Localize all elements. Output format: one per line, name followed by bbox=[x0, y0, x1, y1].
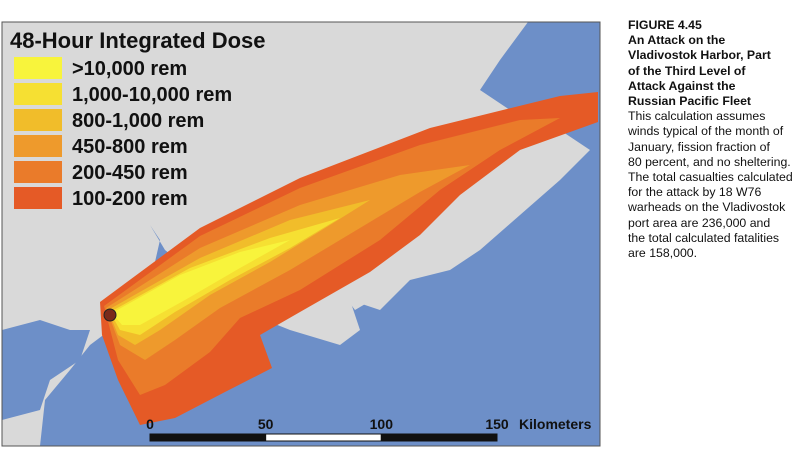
legend-swatch bbox=[14, 135, 62, 157]
caption-line: An Attack on the bbox=[628, 33, 726, 48]
legend-swatch bbox=[14, 161, 62, 183]
caption-line: warheads on the Vladivostok bbox=[628, 200, 786, 215]
legend-swatch bbox=[14, 83, 62, 105]
island bbox=[340, 280, 372, 310]
legend-label: 800-1,000 rem bbox=[72, 110, 204, 132]
dose-zone bbox=[104, 118, 560, 395]
legend-label: 1,000-10,000 rem bbox=[72, 84, 232, 106]
legend-label: 100-200 rem bbox=[72, 188, 188, 210]
legend-label: 200-450 rem bbox=[72, 162, 188, 184]
caption-line: winds typical of the month of bbox=[628, 124, 784, 139]
scale-label: 100 bbox=[370, 416, 394, 432]
caption-line: port area are 236,000 and bbox=[628, 215, 771, 230]
scale-segment bbox=[380, 433, 498, 442]
map-frame bbox=[1, 21, 601, 447]
caption-line: January, fission fraction of bbox=[628, 139, 770, 154]
target bbox=[103, 308, 117, 322]
scale-unit: Kilometers bbox=[519, 416, 592, 432]
caption-line: Vladivostok Harbor, Part bbox=[628, 48, 771, 63]
legend-swatch bbox=[14, 187, 62, 209]
plume bbox=[100, 92, 598, 425]
caption-line: 80 percent, and no sheltering. bbox=[628, 154, 791, 169]
caption-title: An Attack on the Vladivostok Harbor, Part… bbox=[628, 33, 806, 109]
caption-line: are 158,000. bbox=[628, 246, 698, 261]
scale-segment bbox=[265, 433, 382, 442]
scale-segment bbox=[149, 433, 267, 442]
caption-line: This calculation assumes bbox=[628, 109, 766, 124]
caption: FIGURE 4.45 An Attack on the Vladivostok … bbox=[628, 18, 806, 261]
legend-swatch bbox=[14, 109, 62, 131]
legend-label: 450-800 rem bbox=[72, 136, 188, 158]
map: 48-Hour Integrated Dose >10,000 rem 1,000… bbox=[1, 21, 601, 447]
scale-bar: 0 50 100 150 Kilometers bbox=[146, 416, 592, 442]
legend: >10,000 rem 1,000-10,000 rem 800-1,000 rem… bbox=[14, 57, 232, 210]
legend-label: >10,000 rem bbox=[72, 58, 187, 80]
caption-line: Attack Against the bbox=[628, 78, 736, 93]
scale-label: 150 bbox=[485, 416, 509, 432]
caption-body: This calculation assumes winds typical of… bbox=[628, 109, 806, 261]
figure-number: FIGURE 4.45 bbox=[628, 18, 702, 32]
caption-line: The total casualties calculated bbox=[628, 170, 793, 185]
legend-swatch bbox=[14, 57, 62, 79]
sea-bay bbox=[2, 320, 90, 420]
caption-line: for the attack by 18 W76 bbox=[628, 185, 762, 200]
caption-line: Russian Pacific Fleet bbox=[628, 94, 752, 109]
dose-zone bbox=[112, 240, 290, 325]
caption-line: of the Third Level of bbox=[628, 63, 746, 78]
legend-title: 48-Hour Integrated Dose bbox=[10, 28, 266, 53]
scale-label: 0 bbox=[146, 416, 154, 432]
dose-zone bbox=[106, 165, 470, 360]
caption-line: the total calculated fatalities bbox=[628, 230, 780, 245]
scale-label: 50 bbox=[258, 416, 274, 432]
